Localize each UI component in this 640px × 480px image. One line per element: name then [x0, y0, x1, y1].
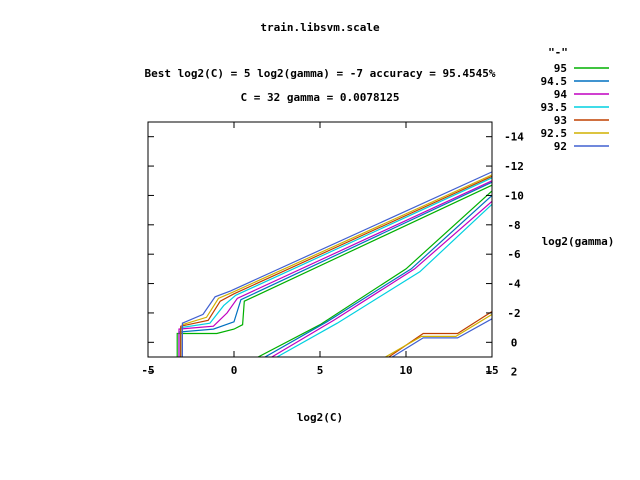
contour-line-95-2 — [257, 190, 492, 357]
x-tick-label: 10 — [399, 364, 412, 377]
y-axis-label: log2(gamma) — [542, 235, 615, 248]
legend-label: 94.5 — [541, 75, 568, 88]
legend-label: 93.5 — [541, 101, 568, 114]
x-tick-label: 0 — [231, 364, 238, 377]
plot-frame — [147, 121, 493, 358]
contour-line-92-1 — [181, 171, 492, 357]
legend-label: 92.5 — [541, 127, 568, 140]
chart-subtitle-values: C = 32 gamma = 0.0078125 — [241, 91, 400, 104]
contour-line-92-5-2 — [385, 313, 492, 357]
contour-line-95-1 — [176, 184, 492, 357]
y-tick-label: -14 — [504, 131, 524, 144]
x-tick-label: -5 — [141, 364, 154, 377]
y-tick-label: 0 — [511, 336, 518, 349]
x-tick-label: 15 — [485, 364, 498, 377]
contour-line-94-2 — [271, 200, 492, 357]
contour-line-92-2 — [391, 318, 492, 357]
legend-label: 92 — [554, 140, 567, 153]
x-axis-label: log2(C) — [297, 411, 343, 424]
legend-title: "-" — [548, 46, 568, 59]
y-tick-label: -10 — [504, 189, 524, 202]
chart-subtitle-best: Best log2(C) = 5 log2(gamma) = -7 accura… — [145, 67, 496, 80]
y-tick-label: -6 — [507, 248, 521, 261]
y-tick-label: -8 — [507, 219, 520, 232]
chart-title: train.libsvm.scale — [260, 21, 380, 34]
y-tick-label: -12 — [504, 160, 524, 173]
contour-line-93-1 — [180, 175, 492, 357]
contour-line-94-5-2 — [264, 194, 492, 357]
contour-line-93-5-2 — [276, 203, 492, 357]
contour-line-94-1 — [178, 180, 492, 357]
y-tick-label: -4 — [507, 278, 521, 291]
y-tick-label: 2 — [511, 366, 518, 379]
y-tick-label: -2 — [507, 307, 520, 320]
legend-label: 94 — [554, 88, 568, 101]
x-tick-label: 5 — [317, 364, 324, 377]
legend-label: 93 — [554, 114, 567, 127]
series-layer — [176, 171, 492, 357]
legend-label: 95 — [554, 62, 567, 75]
